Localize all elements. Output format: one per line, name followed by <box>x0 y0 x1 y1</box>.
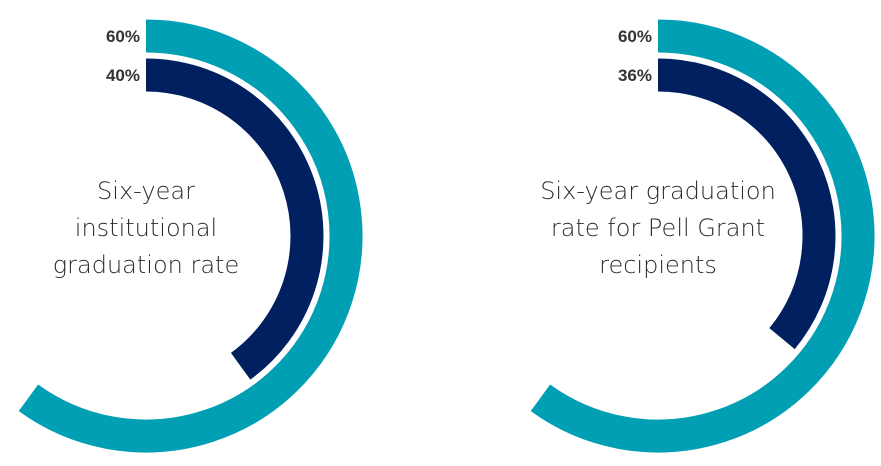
radial-chart-1: 60% 40% Six-year institutional graduation ra… <box>18 19 363 453</box>
value-label: 40% <box>106 66 140 85</box>
center-label-line: Six-year <box>97 177 195 205</box>
value-label: 36% <box>618 66 652 85</box>
value-label: 60% <box>618 27 652 46</box>
radial-chart-2: 60% 36% Six-year graduation rate for Pell G… <box>530 19 875 453</box>
radial-bar-outer <box>530 19 875 453</box>
center-label-line: graduation rate <box>53 251 239 279</box>
center-label-line: recipients <box>599 251 717 279</box>
radial-bar-inner <box>657 58 836 350</box>
radial-bar-inner <box>145 58 324 380</box>
center-label-line: institutional <box>75 214 217 242</box>
radial-bar-outer <box>18 19 363 453</box>
center-label-line: rate for Pell Grant <box>551 214 765 242</box>
value-label: 60% <box>106 27 140 46</box>
center-label-line: Six-year graduation <box>540 177 776 205</box>
